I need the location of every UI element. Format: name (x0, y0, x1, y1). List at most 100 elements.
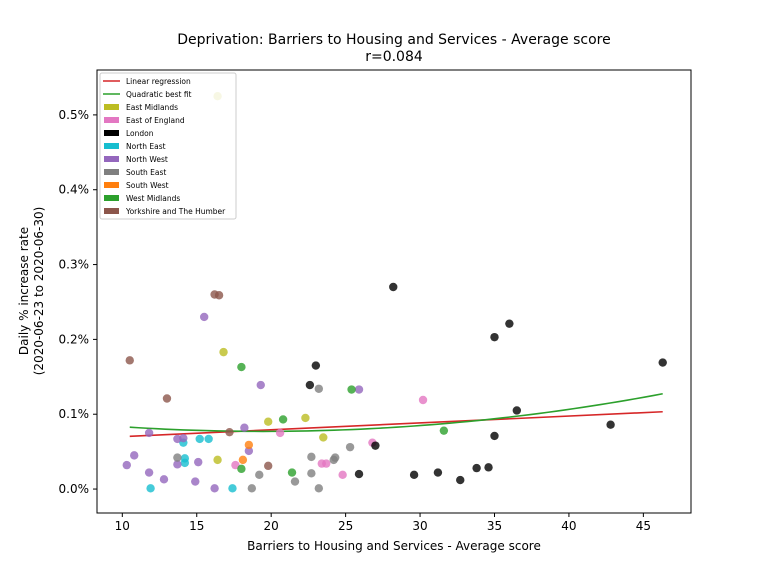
data-point (439, 426, 449, 435)
data-point (278, 415, 288, 424)
x-tick-label: 40 (561, 519, 576, 533)
legend-label: Linear regression (126, 77, 191, 86)
data-point (472, 463, 481, 473)
data-point (322, 459, 331, 468)
data-point (180, 458, 190, 468)
quadratic-fit-curve (129, 392, 663, 433)
data-point (456, 475, 465, 485)
data-point (314, 484, 324, 493)
y-tick-label: 0.4% (59, 183, 90, 197)
data-point (484, 463, 493, 472)
x-tick-label: 30 (412, 519, 427, 533)
data-point (490, 431, 499, 441)
data-point (389, 282, 398, 292)
data-point (144, 428, 154, 438)
scatter-points (122, 91, 667, 493)
legend-patch-swatch (104, 143, 119, 149)
chart-title: Deprivation: Barriers to Housing and Ser… (177, 32, 610, 48)
y-tick-label: 0.5% (59, 108, 90, 122)
linear-regression-line (129, 410, 663, 438)
data-point (191, 477, 200, 486)
x-tick-label: 45 (636, 519, 651, 533)
data-point (301, 413, 310, 423)
data-point (314, 384, 324, 393)
data-point (347, 385, 356, 394)
legend-label: North West (126, 155, 168, 164)
data-point (199, 312, 209, 322)
data-point (264, 417, 273, 426)
data-point (338, 470, 347, 480)
data-point (247, 484, 257, 493)
data-point (658, 358, 667, 367)
data-point (195, 434, 204, 444)
data-point (238, 455, 248, 465)
y-axis-label: Daily % increase rate (17, 227, 31, 355)
data-point (354, 469, 364, 479)
y-tick-label: 0.3% (59, 258, 90, 272)
legend-label: South East (126, 168, 166, 177)
data-point (264, 461, 273, 471)
y-axis-label-2: (2020-06-23 to 2020-06-30) (32, 207, 46, 376)
x-tick-label: 20 (264, 519, 279, 533)
legend-patch-swatch (104, 156, 119, 162)
data-point (330, 453, 340, 462)
data-point (213, 455, 222, 465)
legend-label: South West (126, 181, 169, 190)
legend-label: Yorkshire and The Humber (125, 207, 226, 216)
legend-label: West Midlands (126, 194, 180, 203)
x-axis-label: Barriers to Housing and Services - Avera… (247, 539, 541, 553)
data-point (228, 484, 237, 493)
data-point (173, 453, 182, 462)
x-tick-label: 10 (115, 519, 130, 533)
data-point (433, 468, 443, 477)
legend: Linear regression Quadratic best fit East … (99, 72, 237, 220)
y-tick-label: 0.0% (59, 482, 90, 496)
y-axis: 0.0% 0.1% 0.2% 0.3% 0.4% 0.5% (59, 108, 97, 496)
data-point (204, 434, 213, 444)
data-point (307, 469, 316, 478)
data-point (319, 433, 328, 442)
data-point (606, 420, 615, 429)
legend-patch-swatch (104, 117, 119, 123)
data-point (512, 406, 522, 415)
data-point (173, 460, 182, 469)
data-point (409, 470, 419, 480)
data-point (244, 440, 254, 450)
x-axis: 10 15 20 25 30 35 40 45 (115, 513, 651, 533)
data-point (210, 484, 219, 493)
data-point (418, 395, 428, 405)
data-point (122, 460, 131, 470)
x-tick-label: 35 (487, 519, 502, 533)
data-point (311, 361, 321, 370)
legend-label: North East (126, 142, 166, 151)
data-point (125, 356, 134, 365)
x-tick-label: 25 (338, 519, 353, 533)
data-point (146, 484, 155, 493)
data-point (179, 433, 188, 443)
legend-patch-swatch (104, 195, 119, 201)
data-point (194, 457, 203, 467)
data-point (162, 394, 172, 403)
fit-lines (129, 392, 663, 438)
data-point (159, 475, 169, 484)
data-point (214, 291, 224, 300)
chart-subtitle: r=0.084 (365, 49, 423, 65)
legend-label: London (126, 129, 154, 138)
legend-label: East Midlands (126, 103, 178, 112)
data-point (144, 468, 154, 477)
legend-patch-swatch (104, 104, 119, 110)
data-point (307, 452, 316, 462)
data-point (237, 362, 246, 372)
legend-label: East of England (126, 116, 185, 125)
legend-patch-swatch (104, 169, 119, 175)
data-point (219, 347, 228, 357)
legend-label: Quadratic best fit (126, 90, 192, 99)
data-point (345, 442, 355, 452)
y-tick-label: 0.2% (59, 332, 90, 346)
data-point (275, 428, 285, 438)
data-point (505, 319, 514, 328)
data-point (305, 380, 315, 390)
data-point (354, 385, 364, 394)
legend-patch-swatch (104, 208, 119, 214)
